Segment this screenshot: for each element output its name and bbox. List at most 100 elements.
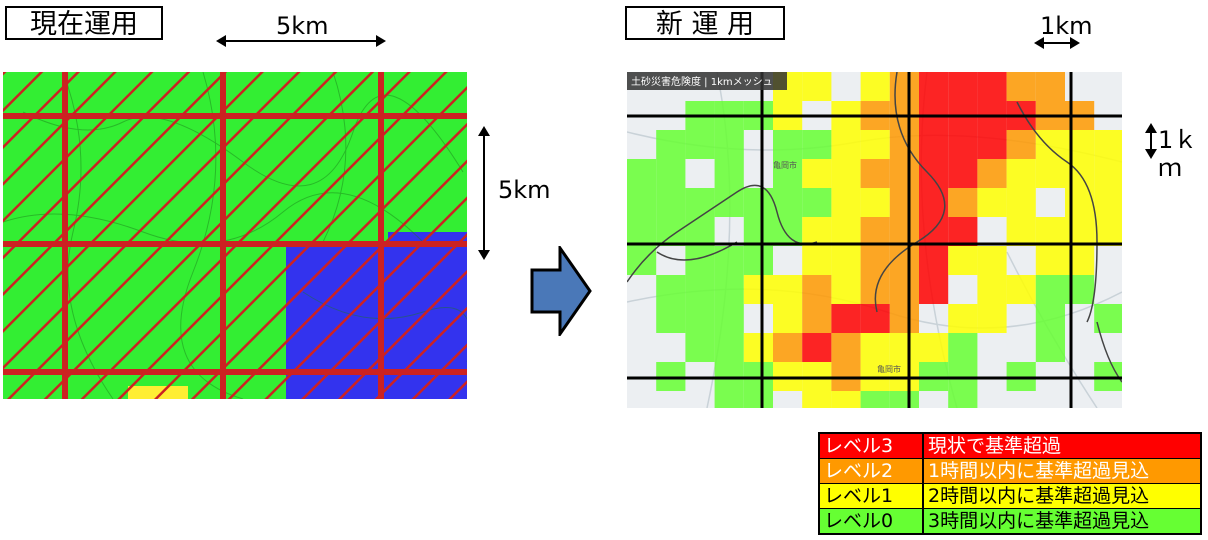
mesh-cell — [889, 304, 919, 333]
mesh-cell — [802, 188, 832, 217]
mesh-cell — [743, 391, 773, 408]
legend-desc: 3時間以内に基準超過見込 — [928, 510, 1150, 532]
width-arrow-1km — [1034, 37, 1080, 49]
mesh-cell — [685, 217, 715, 246]
mesh-cell — [656, 304, 686, 333]
current-operation-map — [3, 72, 467, 399]
height-arrow-1km — [1145, 123, 1157, 159]
mesh-cell — [860, 188, 890, 217]
height-label-5km: 5km — [498, 176, 551, 204]
mesh-cell — [860, 333, 890, 362]
mesh-cell — [948, 72, 978, 101]
mesh-cell — [977, 304, 1007, 333]
mesh-cell — [1006, 72, 1036, 101]
mesh-cell — [889, 275, 919, 304]
mesh-cell — [889, 72, 919, 101]
risk-level-legend: レベル3 現状で基準超過 レベル2 1時間以内に基準超過見込 レベル1 2時間以… — [818, 432, 1202, 535]
mesh-cell — [1065, 130, 1095, 159]
mesh-cell — [948, 159, 978, 188]
mesh-cell — [743, 217, 773, 246]
mesh-cell — [1006, 159, 1036, 188]
mesh-cell — [948, 246, 978, 275]
mesh-cell — [977, 159, 1007, 188]
mesh-cell — [773, 275, 803, 304]
mesh-cell — [656, 275, 686, 304]
mesh-cell — [860, 159, 890, 188]
mesh-cell — [714, 188, 744, 217]
mesh-cell — [714, 391, 744, 408]
mesh-cell — [860, 246, 890, 275]
mesh-cell — [860, 130, 890, 159]
width-arrow-5km — [216, 35, 386, 47]
mesh-cell — [1035, 72, 1065, 101]
mesh-cell — [1065, 275, 1095, 304]
mesh-cell — [831, 391, 861, 408]
mesh-cell — [860, 72, 890, 101]
mesh-cell — [860, 304, 890, 333]
mesh-cell — [1065, 246, 1095, 275]
mesh-cell — [1094, 130, 1122, 159]
mesh-cell — [831, 304, 861, 333]
mesh-cell — [889, 333, 919, 362]
mesh-cell — [802, 304, 832, 333]
legend-level: レベル0 — [820, 509, 924, 533]
width-label-1km: 1km — [1040, 12, 1093, 40]
height-label-1km: 1ｋｍ — [1158, 126, 1198, 182]
mesh-cell — [860, 391, 890, 408]
height-arrow-5km — [478, 126, 490, 260]
mesh-cell — [627, 246, 657, 275]
new-operation-title: 新 運 用 — [625, 6, 785, 40]
mesh-cell — [802, 159, 832, 188]
mesh-cell — [1006, 130, 1036, 159]
mesh-cell — [919, 217, 949, 246]
mesh-cell — [1094, 188, 1122, 217]
legend-row-level0: レベル0 3時間以内に基準超過見込 — [820, 509, 1200, 533]
mesh-cell — [743, 246, 773, 275]
mesh-cell — [773, 217, 803, 246]
mesh-cell — [627, 217, 657, 246]
mesh-cell — [685, 304, 715, 333]
legend-level: レベル2 — [820, 459, 924, 483]
mesh-cell — [802, 391, 832, 408]
mesh-cell — [1035, 275, 1065, 304]
mesh-cell — [889, 130, 919, 159]
mesh-cell — [948, 130, 978, 159]
place-label-1: 亀岡市 — [773, 160, 797, 170]
mesh-cell — [1065, 217, 1095, 246]
mesh-cell — [1006, 188, 1036, 217]
mesh-cell — [831, 333, 861, 362]
place-label-2: 亀岡市 — [877, 364, 901, 374]
mesh-cell — [948, 304, 978, 333]
mesh-cell — [889, 217, 919, 246]
new-operation-map: 土砂災害危険度 | 1kmメッシュ 亀岡市 亀岡市 — [627, 72, 1122, 408]
mesh-cell — [948, 333, 978, 362]
mesh-cell — [1006, 217, 1036, 246]
mesh-cell — [889, 188, 919, 217]
mesh-cell — [685, 130, 715, 159]
mesh-cell — [685, 246, 715, 275]
mesh-cell — [743, 275, 773, 304]
mesh-cell — [1094, 159, 1122, 188]
mesh-cell — [919, 333, 949, 362]
mesh-cell — [831, 130, 861, 159]
mesh-cell — [831, 246, 861, 275]
mesh-cell — [656, 188, 686, 217]
mesh-cell — [1035, 246, 1065, 275]
mesh-cell — [1035, 304, 1065, 333]
mesh-cell — [948, 188, 978, 217]
mesh-cell — [860, 217, 890, 246]
mesh-cell — [802, 130, 832, 159]
mesh-cell — [977, 188, 1007, 217]
mesh-cell — [743, 333, 773, 362]
mesh-cell — [831, 217, 861, 246]
mesh-cell — [656, 217, 686, 246]
mesh-cell — [627, 159, 657, 188]
legend-row-level1: レベル1 2時間以内に基準超過見込 — [820, 484, 1200, 509]
mesh-cell — [977, 72, 1007, 101]
mesh-cell — [685, 275, 715, 304]
mesh-cell — [977, 275, 1007, 304]
mesh-cell — [685, 188, 715, 217]
mesh-cell — [714, 275, 744, 304]
mesh-cell — [773, 333, 803, 362]
mesh-cell — [1006, 275, 1036, 304]
